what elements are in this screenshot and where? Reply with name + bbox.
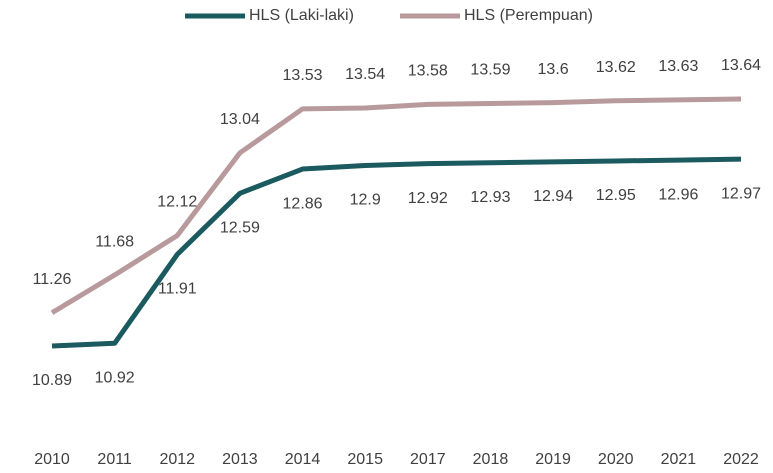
x-tick-label: 2018 [473, 451, 509, 468]
data-label: 13.54 [345, 66, 385, 83]
x-tick-label: 2012 [159, 451, 195, 468]
x-tick-label: 2020 [598, 451, 634, 468]
data-label: 13.53 [283, 67, 323, 84]
data-label: 13.59 [470, 62, 510, 79]
x-tick-label: 2014 [285, 451, 321, 468]
data-label: 12.97 [721, 185, 761, 202]
x-tick-label: 2019 [535, 451, 571, 468]
data-label: 10.89 [32, 372, 72, 389]
data-label: 13.62 [596, 59, 636, 76]
x-tick-label: 2011 [97, 451, 132, 468]
data-label: 13.63 [658, 58, 698, 75]
data-label: 13.58 [408, 63, 448, 80]
data-label: 12.96 [658, 186, 698, 203]
x-tick-label: 2021 [661, 451, 697, 468]
series-line [51, 156, 742, 349]
data-label: 12.12 [157, 194, 197, 211]
data-label: 12.93 [470, 189, 510, 206]
data-label: 13.64 [721, 57, 761, 74]
data-label: 12.95 [596, 187, 636, 204]
data-label: 11.91 [158, 281, 197, 298]
data-label: 11.68 [95, 233, 134, 250]
data-label: 13.04 [220, 111, 260, 128]
legend-label: HLS (Laki-laki) [249, 7, 354, 24]
data-label: 10.92 [95, 370, 135, 387]
x-tick-label: 2017 [410, 451, 446, 468]
data-label: 12.92 [408, 190, 448, 207]
data-label: 12.9 [350, 192, 381, 209]
data-label: 13.6 [538, 61, 569, 78]
data-label: 12.86 [283, 195, 323, 212]
data-label: 12.59 [220, 220, 260, 237]
x-tick-label: 2010 [34, 451, 70, 468]
data-label: 11.26 [33, 271, 72, 288]
legend-label: HLS (Perempuan) [464, 7, 593, 24]
x-tick-label: 2015 [347, 451, 383, 468]
data-label: 12.94 [533, 188, 573, 205]
x-tick-label: 2013 [222, 451, 258, 468]
x-tick-label: 2022 [723, 451, 759, 468]
series-line [50, 96, 742, 315]
